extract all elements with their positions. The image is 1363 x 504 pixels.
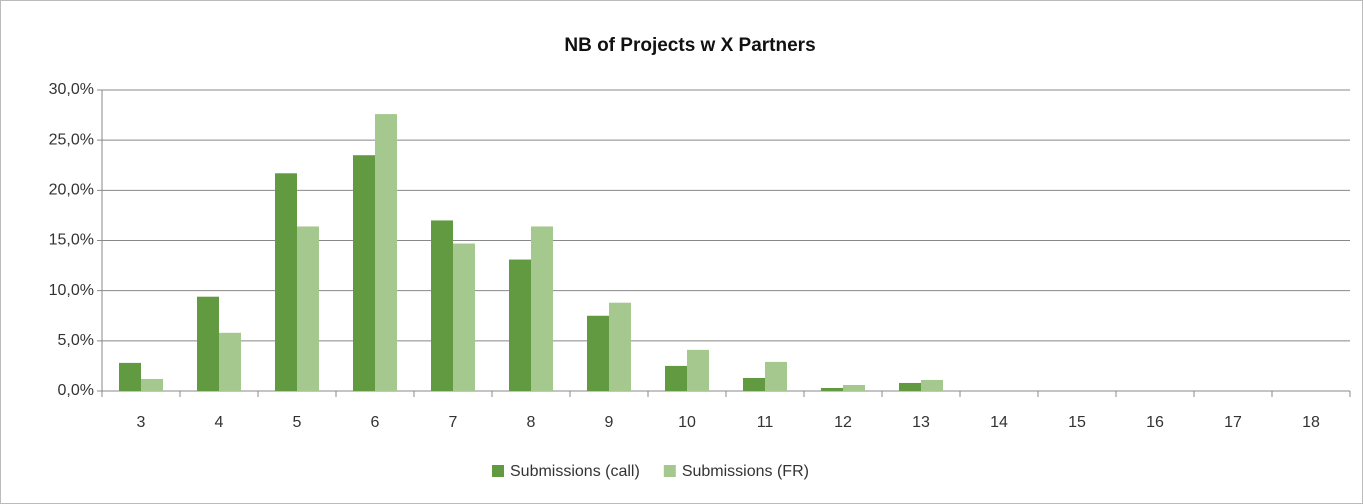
chart-title: NB of Projects w X Partners [564,35,815,56]
x-tick-label: 16 [1146,414,1164,431]
bar [743,377,765,391]
bar [687,349,709,391]
bar [531,226,553,391]
x-tick-label: 17 [1224,414,1242,431]
legend-label: Submissions (call) [510,463,640,480]
x-tick-label: 4 [215,414,224,431]
bar [587,315,609,391]
bar [821,387,843,391]
bar [665,365,687,391]
bar [275,173,297,391]
bar [297,226,319,391]
y-tick-label: 20,0% [49,182,94,199]
bar [141,378,163,391]
y-tick-label: 5,0% [58,332,94,349]
x-tick-label: 3 [137,414,146,431]
bar [899,382,921,391]
bar [609,302,631,391]
x-tick-label: 12 [834,414,852,431]
legend-swatch [663,465,676,477]
bar [843,384,865,391]
bar [375,114,397,391]
x-tick-label: 11 [757,414,774,431]
bar [765,361,787,391]
y-tick-label: 10,0% [49,282,94,299]
y-tick-label: 15,0% [49,232,94,249]
legend-swatch [492,465,504,477]
bar [509,259,531,391]
bar [353,155,375,391]
x-tick-label: 5 [293,414,302,431]
x-tick-label: 6 [371,414,380,431]
bar [219,332,241,391]
y-tick-label: 30,0% [49,81,94,98]
x-tick-label: 7 [449,414,458,431]
x-tick-label: 10 [678,414,696,431]
x-tick-label: 9 [605,414,614,431]
bar [453,243,475,391]
y-tick-label: 0,0% [58,382,94,399]
bar [197,296,219,391]
legend-label: Submissions (FR) [682,463,809,480]
bar [119,362,141,391]
x-tick-label: 13 [912,414,930,431]
x-tick-label: 15 [1068,414,1086,431]
x-tick-label: 14 [990,414,1008,431]
x-tick-label: 18 [1302,414,1320,431]
y-tick-label: 25,0% [49,131,94,148]
x-tick-label: 8 [527,414,536,431]
bar [921,379,943,391]
bar [431,220,453,391]
